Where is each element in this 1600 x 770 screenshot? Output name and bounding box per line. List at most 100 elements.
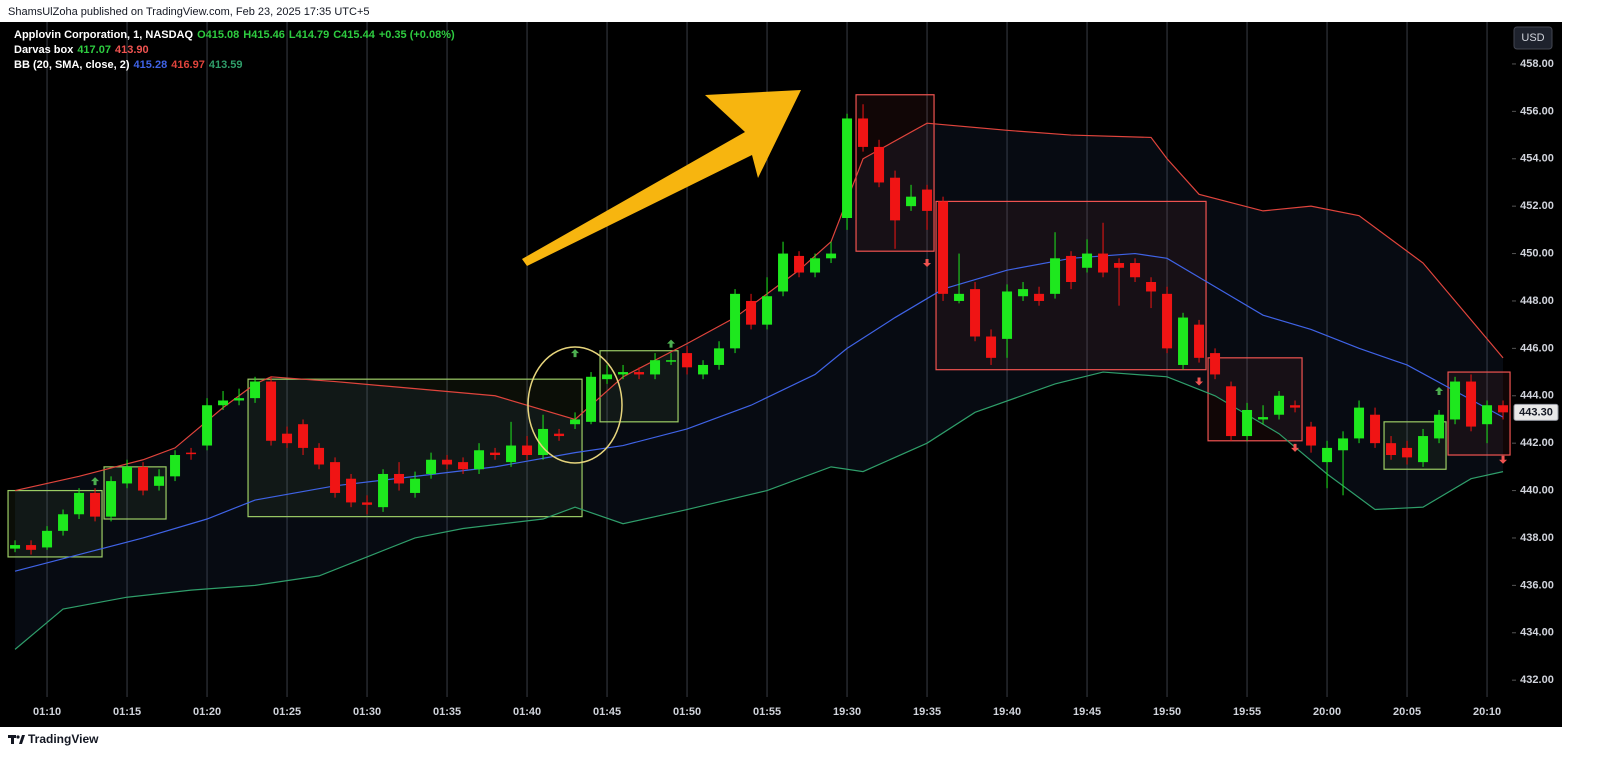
candle-body: [1002, 291, 1013, 339]
signal-arrow: [91, 477, 100, 486]
candle-body: [1322, 447, 1333, 463]
candle-body: [1114, 263, 1125, 268]
x-tick-label: 19:55: [1233, 706, 1261, 718]
y-tick-label: 442.00: [1520, 437, 1554, 449]
legend-value: 417.07: [77, 44, 111, 56]
candle-body: [106, 481, 117, 517]
y-tick-label: 432.00: [1520, 674, 1554, 686]
x-tick-label: 01:25: [273, 706, 301, 718]
band-fill: [15, 123, 1504, 650]
candle-body: [794, 255, 805, 273]
candle-body: [490, 452, 501, 456]
y-tick-label: 436.00: [1520, 579, 1554, 591]
candle-body: [1402, 447, 1413, 458]
x-tick-label: 01:40: [513, 706, 541, 718]
candle-body: [730, 293, 741, 349]
legend-ohlc: O415.08: [197, 29, 239, 41]
candle-body: [586, 376, 597, 422]
candle-body: [842, 118, 853, 219]
candle-body: [362, 502, 373, 505]
candle-body: [874, 146, 885, 183]
candle-body: [346, 478, 357, 503]
candle-body: [378, 473, 389, 508]
candle-body: [1274, 395, 1285, 415]
x-tick-label: 19:40: [993, 706, 1021, 718]
legend-name: BB (20, SMA, close, 2): [14, 59, 130, 71]
candle-body: [634, 372, 645, 375]
y-tick-label: 434.00: [1520, 627, 1554, 639]
tv-logo: [8, 735, 25, 744]
candle-body: [202, 405, 213, 446]
y-tick-label: 458.00: [1520, 58, 1554, 70]
candle-body: [1338, 438, 1349, 451]
x-tick-label: 01:30: [353, 706, 381, 718]
currency-button[interactable]: [1513, 26, 1553, 50]
legend-line: Applovin Corporation, 1, NASDAQ O415.08 H4…: [14, 29, 455, 41]
signal-arrow: [571, 349, 580, 358]
candle-body: [938, 201, 949, 294]
candle-body: [458, 462, 469, 470]
candle-body: [922, 189, 933, 211]
candle-body: [1290, 405, 1301, 408]
x-tick-label: 01:10: [33, 706, 61, 718]
x-tick-label: 19:50: [1153, 706, 1181, 718]
last-price-label: 443.30: [1519, 406, 1553, 418]
footer-brand: TradingView: [28, 732, 99, 746]
candle-body: [1130, 263, 1141, 278]
candle-body: [1146, 281, 1157, 292]
candle-body: [1242, 409, 1253, 437]
candle-body: [10, 545, 21, 549]
legend-ohlc: C415.44: [333, 29, 375, 41]
candle-body: [1450, 381, 1461, 420]
legend-value: 413.59: [209, 59, 243, 71]
x-tick-label: 01:20: [193, 706, 221, 718]
legend-value: 413.90: [115, 44, 149, 56]
candle-body: [1082, 253, 1093, 268]
candle-body: [1466, 381, 1477, 427]
candle-body: [906, 196, 917, 207]
candle-body: [74, 492, 85, 515]
signal-arrow: [667, 339, 676, 348]
candle-body: [1210, 353, 1221, 375]
legend-line: BB (20, SMA, close, 2) 415.28 416.97 413.59: [14, 59, 243, 71]
y-tick-label: 456.00: [1520, 105, 1554, 117]
candle-body: [1482, 405, 1493, 425]
candle-body: [1226, 386, 1237, 437]
signal-arrow: [1499, 455, 1508, 464]
candle-body: [1386, 443, 1397, 456]
candle-body: [186, 452, 197, 455]
candle-body: [266, 381, 277, 441]
y-tick-label: 438.00: [1520, 532, 1554, 544]
candle-body: [666, 360, 677, 362]
candle-body: [154, 476, 165, 486]
candle-body: [1354, 407, 1365, 439]
y-tick-label: 454.00: [1520, 153, 1554, 165]
annotation-circle: [527, 346, 623, 464]
x-tick-label: 01:55: [753, 706, 781, 718]
candle-body: [698, 364, 709, 375]
signal-arrow: [1195, 377, 1204, 386]
x-tick-label: 01:50: [673, 706, 701, 718]
legend-ohlc: H415.46: [243, 29, 285, 41]
candle-body: [330, 462, 341, 493]
candle-body: [474, 450, 485, 470]
candle-body: [778, 253, 789, 292]
candle-body: [650, 360, 661, 375]
candle-body: [298, 424, 309, 448]
last-price-box: [1513, 403, 1559, 421]
candle-body: [394, 473, 405, 484]
candle-body: [1194, 324, 1205, 358]
x-tick-label: 20:00: [1313, 706, 1341, 718]
x-tick-label: 01:15: [113, 706, 141, 718]
candle-body: [554, 433, 565, 437]
darvas-box: [7, 489, 103, 558]
candle-body: [1306, 426, 1317, 446]
candle-body: [1370, 414, 1381, 444]
signal-arrow: [1291, 443, 1300, 452]
candle-body: [506, 445, 517, 463]
candle-body: [1162, 293, 1173, 349]
candle-body: [1258, 417, 1269, 420]
candle-body: [986, 336, 997, 358]
annotation-arrow: [522, 90, 801, 266]
